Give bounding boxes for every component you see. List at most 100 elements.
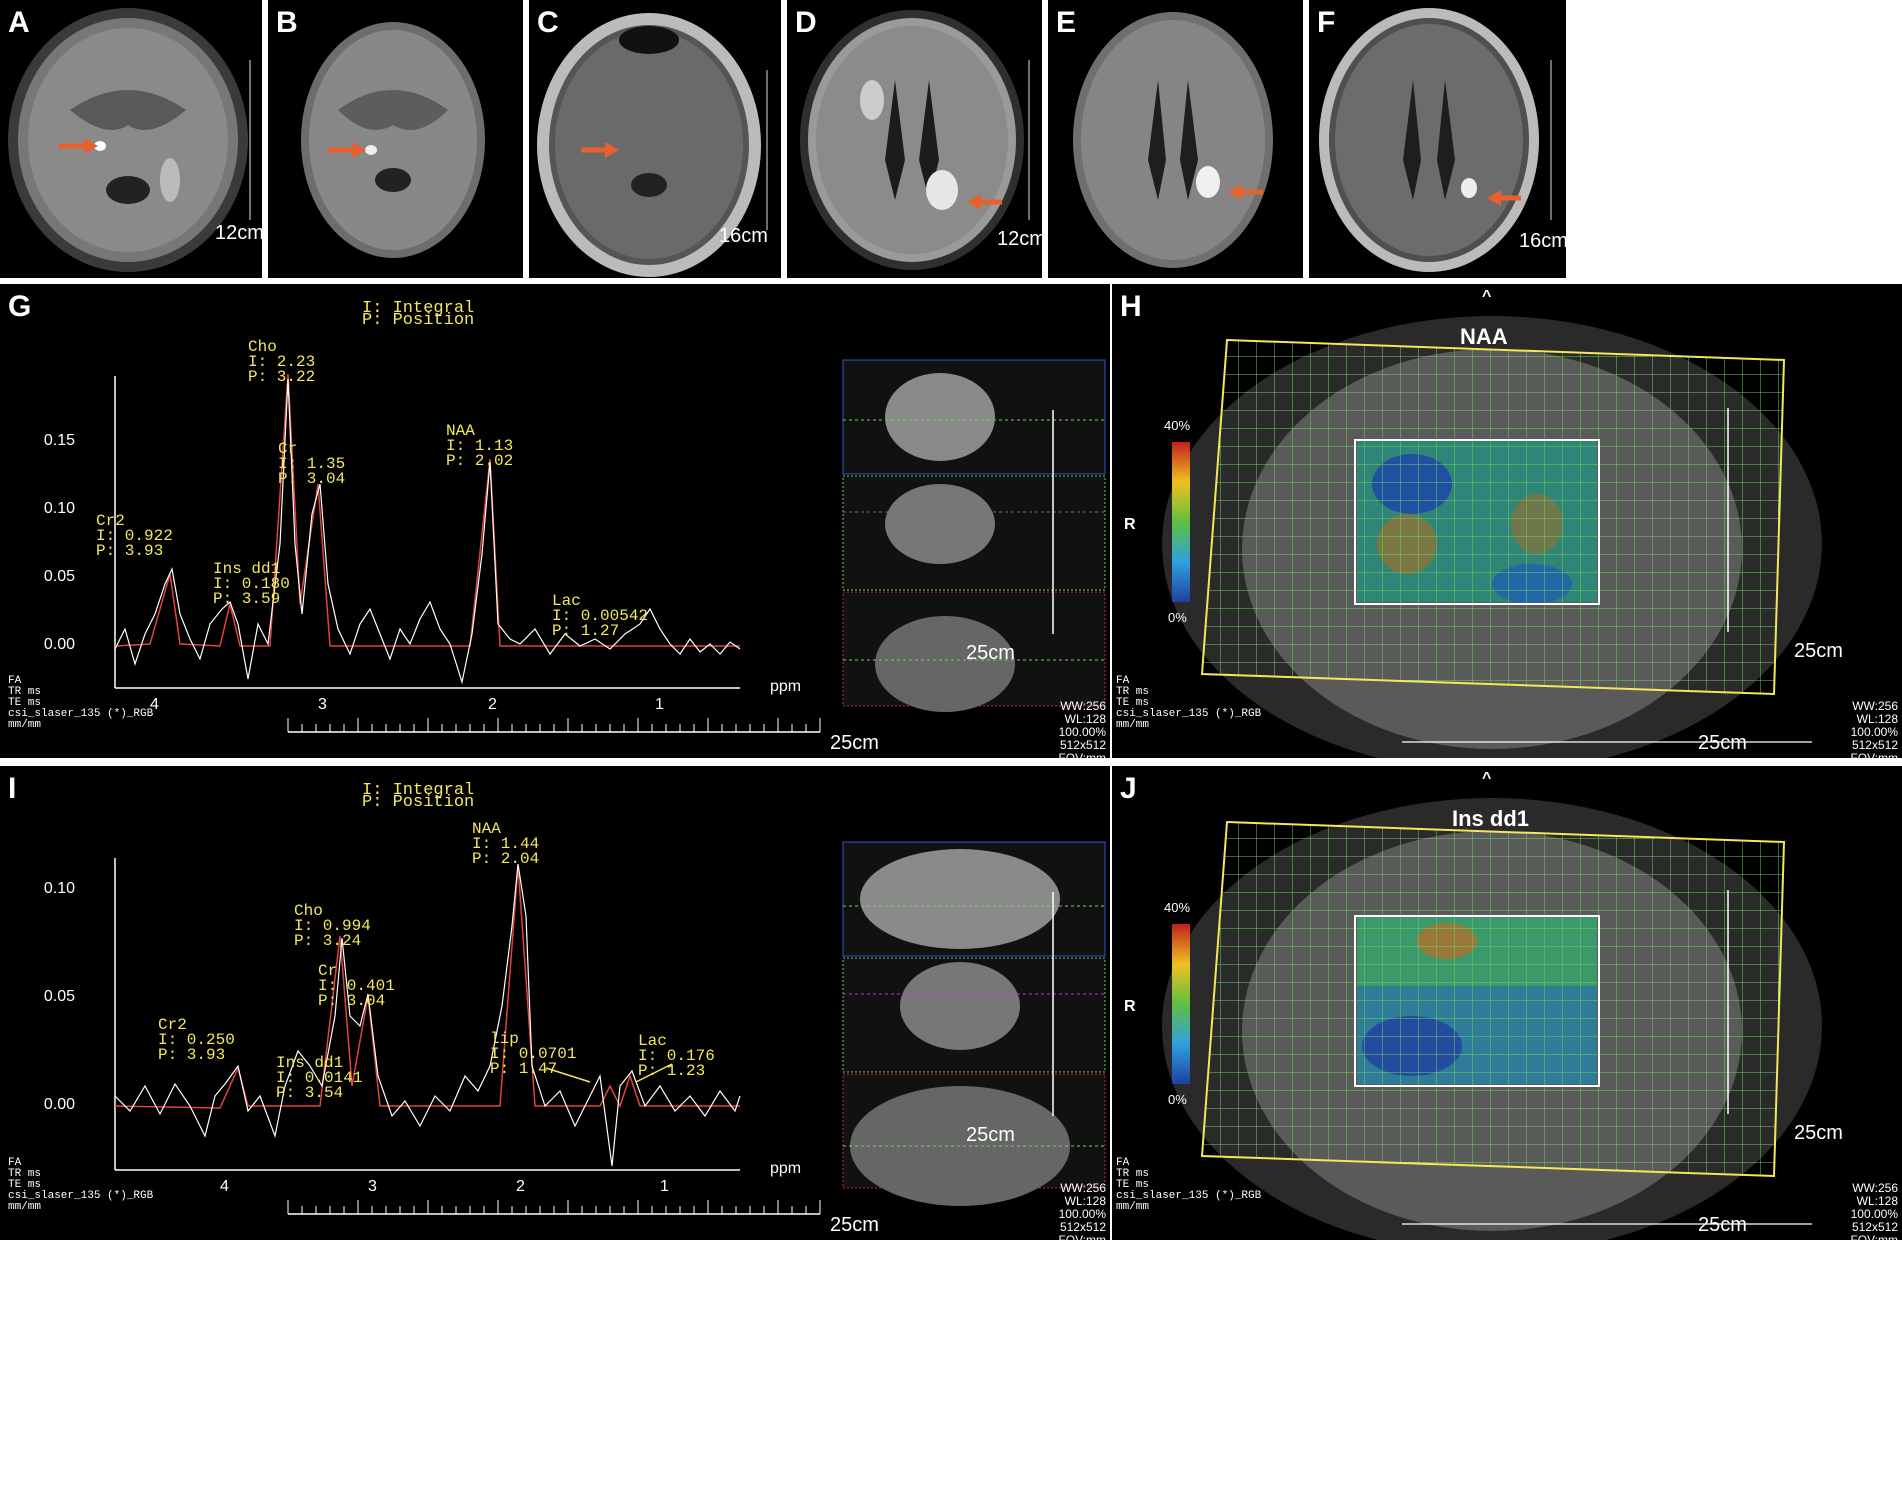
panel-g: G I: Integral P: Position 0.15 0.10 0.05… [0, 284, 1110, 758]
window-info: WW:256 WL:128 100.00% 512x512 FOV:mm [1850, 699, 1898, 759]
y-tick-label: 0.00 [43, 1096, 75, 1113]
scale-label: 25cm [1794, 1122, 1843, 1144]
inset-scale-label: 25cm [966, 1124, 1015, 1146]
caret: ^ [1482, 288, 1492, 305]
arrow-icon [58, 138, 98, 154]
scale-label: 16cm [1519, 230, 1566, 252]
colorbar-max: 40% [1164, 900, 1191, 915]
window-info: WW:256 WL:128 100.00% 512x512 FOV:mm [1058, 1181, 1106, 1241]
panel-label: G [8, 290, 32, 323]
peak-label-ins: Ins dd1 I: 0.180 P: 3.59 [213, 560, 290, 608]
peak-label-naa: NAA I: 1.44 P: 2.04 [472, 820, 540, 868]
map-title: Ins dd1 [1452, 806, 1530, 831]
panel-label: A [8, 6, 30, 39]
y-tick-label: 0.05 [43, 988, 75, 1005]
spectrum-plot [114, 858, 741, 1171]
legend-integral: I: Integral [362, 781, 475, 800]
x-axis-unit: ppm [770, 1160, 802, 1177]
localizer-inset [842, 841, 1106, 1206]
panel-label: I [8, 772, 17, 805]
arrow-icon [328, 142, 366, 158]
localizer-inset [842, 359, 1106, 712]
panel-label: C [537, 6, 559, 39]
colorbar-min: 0% [1168, 610, 1187, 625]
panel-f: F 16cm [1309, 0, 1566, 278]
ruler-scale-label: 25cm [1698, 1214, 1747, 1236]
caret: ^ [1482, 770, 1492, 787]
peak-label-cr: Cr I: 0.401 P: 3.04 [318, 962, 395, 1010]
arrow-icon [581, 142, 619, 158]
brain-mri-a [8, 8, 251, 272]
colorbar-max: 40% [1164, 418, 1191, 433]
panel-b: B [268, 0, 523, 278]
peak-label-ins: Ins dd1 I: 0.0141 P: 3.54 [276, 1054, 363, 1102]
peak-label-lac: Lac I: 0.176 P: 1.23 [638, 1032, 715, 1080]
csi-map-naa [1162, 316, 1822, 758]
panel-c: C 16cm [529, 0, 781, 278]
brain-mri-d [800, 10, 1030, 270]
panel-a: A 12cm [0, 0, 262, 278]
window-info: WW:256 WL:128 100.00% 512x512 FOV:mm [1058, 699, 1106, 759]
x-tick-label: 2 [488, 696, 497, 713]
scan-meta: FA TR ms TE ms csi_slaser_135 (*)_RGB mm… [8, 1157, 154, 1213]
x-axis-unit: ppm [770, 678, 802, 695]
peak-label-naa: NAA I: 1.13 P: 2.02 [446, 422, 514, 470]
panel-d: D 12cm [787, 0, 1042, 278]
scan-meta: FA TR ms TE ms csi_slaser_135 (*)_RGB mm… [1116, 1157, 1262, 1213]
y-tick-label: 0.00 [43, 636, 75, 653]
panel-h: H ^ NAA R 40% 0% 25cm 25cm [1112, 284, 1902, 758]
inset-scale-label: 25cm [966, 642, 1015, 664]
scale-label: 16cm [719, 225, 768, 247]
peak-label-lac: Lac I: 0.00542 P: 1.27 [552, 592, 649, 640]
colorbar-min: 0% [1168, 1092, 1187, 1107]
arrow-icon [967, 194, 1002, 210]
panel-e: E [1048, 0, 1303, 278]
scan-meta: FA TR ms TE ms csi_slaser_135 (*)_RGB mm… [8, 675, 154, 731]
y-tick-label: 0.05 [43, 568, 75, 585]
x-tick-label: 1 [655, 696, 664, 713]
panel-label: D [795, 6, 817, 39]
y-tick-label: 0.10 [43, 880, 75, 897]
brain-mri-f [1319, 8, 1552, 272]
map-title: NAA [1460, 324, 1508, 349]
panel-label: F [1317, 6, 1336, 39]
ruler [287, 718, 821, 733]
scale-label: 25cm [1794, 640, 1843, 662]
panel-label: J [1120, 772, 1137, 805]
panel-i: I I: Integral P: Position 0.10 0.05 0.00… [0, 766, 1110, 1240]
scale-label: 12cm [215, 222, 262, 244]
side-marker: R [1124, 998, 1136, 1015]
ruler-scale-label: 25cm [830, 732, 879, 754]
panel-label: B [276, 6, 298, 39]
peak-label-cr2: Cr2 I: 0.922 P: 3.93 [96, 512, 173, 560]
ruler-scale-label: 25cm [1698, 732, 1747, 754]
arrow-icon [1487, 190, 1521, 206]
x-tick-label: 3 [368, 1178, 377, 1195]
panel-label: H [1120, 290, 1142, 323]
legend-integral: I: Integral [362, 299, 475, 318]
peak-label-cho: Cho I: 0.994 P: 3.24 [294, 902, 371, 950]
peak-label-cho: Cho I: 2.23 P: 3.22 [248, 338, 316, 386]
legend-position: P: Position [362, 793, 475, 812]
panel-label: E [1056, 6, 1077, 39]
peak-label-cr: Cr I: 1.35 P: 3.04 [278, 440, 346, 488]
spectrum-plot [114, 373, 741, 689]
side-marker: R [1124, 516, 1136, 533]
x-tick-label: 4 [220, 1178, 229, 1195]
brain-mri-e [1073, 12, 1273, 268]
x-tick-label: 1 [660, 1178, 669, 1195]
peak-label-cr2: Cr2 I: 0.250 P: 3.93 [158, 1016, 235, 1064]
ruler-scale-label: 25cm [830, 1214, 879, 1236]
x-tick-label: 3 [318, 696, 327, 713]
scale-label: 12cm [997, 228, 1042, 250]
brain-mri-b [301, 22, 485, 258]
x-tick-label: 2 [516, 1178, 525, 1195]
arrow-icon [1228, 184, 1263, 200]
y-tick-label: 0.15 [43, 432, 75, 449]
scan-meta: FA TR ms TE ms csi_slaser_135 (*)_RGB mm… [1116, 675, 1262, 731]
peak-label-lip: lip I: 0.0701 P: 1.47 [490, 1030, 577, 1078]
csi-map-ins [1162, 798, 1822, 1240]
window-info: WW:256 WL:128 100.00% 512x512 FOV:mm [1850, 1181, 1898, 1241]
y-tick-label: 0.10 [43, 500, 75, 517]
panel-j: J ^ Ins dd1 R 40% 0% 25cm 25cm [1112, 766, 1902, 1240]
